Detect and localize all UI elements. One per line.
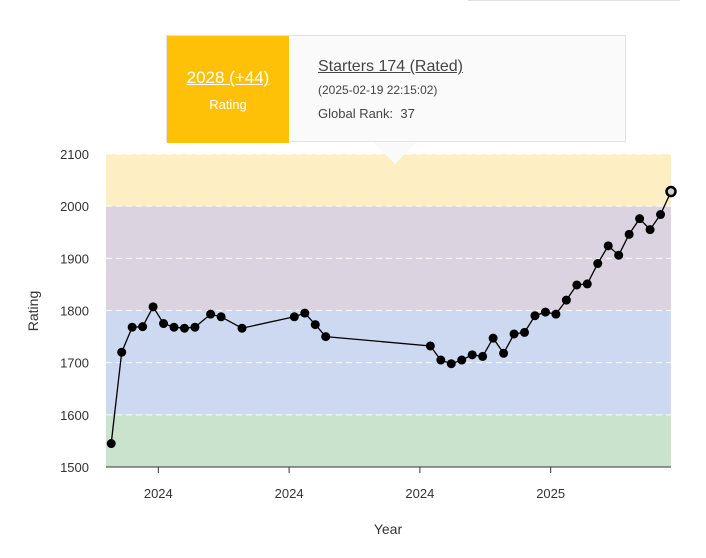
rating-bands xyxy=(106,154,671,467)
data-point xyxy=(148,302,158,312)
data-point xyxy=(216,312,226,322)
data-point xyxy=(457,355,467,365)
data-point xyxy=(106,439,116,449)
series xyxy=(106,185,677,449)
data-point xyxy=(603,241,613,251)
gridlines xyxy=(106,153,671,416)
x-axis-title: Year xyxy=(374,521,403,537)
tooltip-rank-value: 37 xyxy=(400,106,415,121)
y-tick-label: 1800 xyxy=(60,304,89,319)
top-divider xyxy=(468,0,680,1)
tooltip-rating-link[interactable]: 2028 (+44) xyxy=(186,68,270,87)
data-point xyxy=(499,348,509,358)
x-tick-label: 2024 xyxy=(144,486,173,501)
data-point xyxy=(446,359,456,369)
x-tick-label: 2024 xyxy=(405,486,434,501)
data-point xyxy=(321,332,331,342)
rating-band-0 xyxy=(106,414,671,467)
data-point xyxy=(614,250,624,260)
data-point xyxy=(520,327,530,337)
data-point xyxy=(138,322,148,332)
data-point xyxy=(530,311,540,321)
data-point xyxy=(289,312,299,322)
tooltip-pointer xyxy=(373,142,417,164)
tooltip-contest-link[interactable]: Starters 174 (Rated) xyxy=(318,58,463,75)
data-point xyxy=(572,280,582,290)
data-point xyxy=(593,259,603,269)
data-point xyxy=(551,309,561,319)
y-tick-label: 1500 xyxy=(60,460,89,475)
y-tick-label: 1600 xyxy=(60,408,89,423)
tooltip-date: (2025-02-19 22:15:02) xyxy=(318,83,438,97)
y-axis-title: Rating xyxy=(25,291,41,331)
data-point xyxy=(624,229,634,239)
data-point xyxy=(540,307,550,317)
data-point xyxy=(488,333,498,343)
data-point xyxy=(159,319,169,329)
data-point xyxy=(425,341,435,351)
data-point xyxy=(561,295,571,305)
tooltip-rank-label: Global Rank: xyxy=(318,106,394,121)
data-point xyxy=(300,308,310,318)
y-tick-label: 1700 xyxy=(60,356,89,371)
y-tick-label: 2000 xyxy=(60,199,89,214)
data-point xyxy=(206,309,216,319)
x-tick-labels: 2024 2024 2024 2025 xyxy=(144,467,565,501)
data-point xyxy=(310,320,320,330)
y-tick-label: 2100 xyxy=(60,147,89,162)
tooltip-rating-panel: 2028 (+44) Rating xyxy=(167,36,289,143)
y-tick-label: 1900 xyxy=(60,251,89,266)
data-point xyxy=(645,225,655,235)
data-point xyxy=(190,322,200,332)
data-point xyxy=(509,329,519,339)
data-point xyxy=(436,355,446,365)
data-point xyxy=(169,322,179,332)
data-point xyxy=(117,347,127,357)
data-point xyxy=(127,322,137,332)
data-point xyxy=(478,351,488,361)
series-line-rating xyxy=(110,191,672,444)
data-point xyxy=(237,323,247,333)
x-tick-label: 2024 xyxy=(275,486,304,501)
x-tick-label: 2025 xyxy=(536,486,565,501)
data-point xyxy=(582,279,592,289)
y-tick-labels: 1500 1600 1700 1800 1900 2000 2100 xyxy=(60,147,89,475)
tooltip: 2028 (+44) Rating Starters 174 (Rated) (… xyxy=(166,35,626,143)
data-point xyxy=(179,323,189,333)
data-point xyxy=(656,210,666,220)
data-point xyxy=(635,214,645,224)
tooltip-rating-label: Rating xyxy=(209,97,247,112)
tooltip-global-rank: Global Rank: 37 xyxy=(318,106,415,121)
data-point-highlighted xyxy=(665,185,677,198)
data-point xyxy=(467,350,477,360)
